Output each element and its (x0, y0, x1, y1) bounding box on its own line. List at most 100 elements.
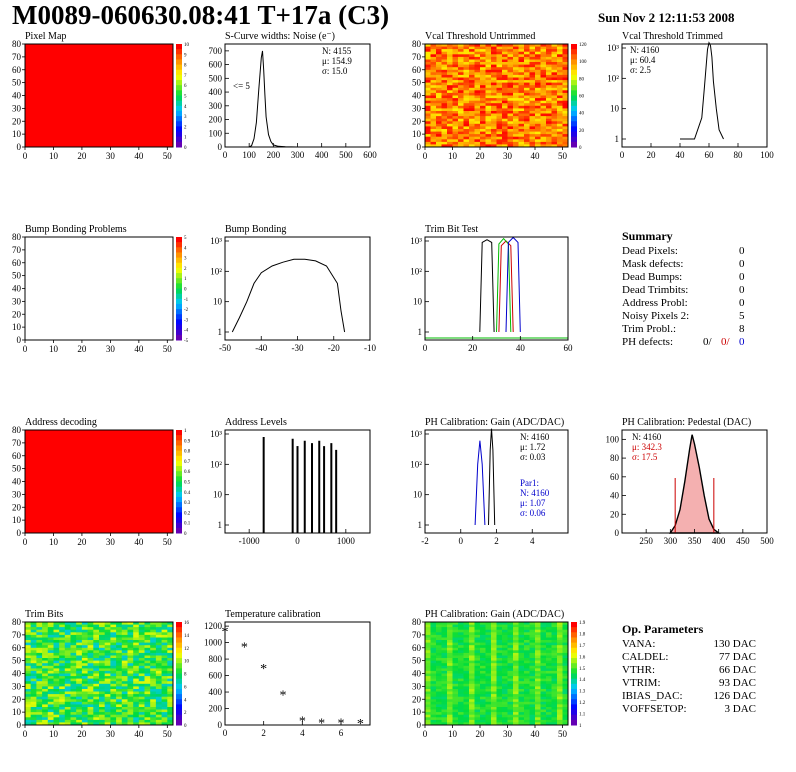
heatmap-cell (99, 650, 106, 654)
colorbar-segment (176, 652, 182, 659)
heatmap-cell (557, 655, 563, 659)
heatmap-cell (480, 660, 486, 664)
heatmap-cell (540, 72, 547, 76)
heatmap-cell (546, 647, 552, 651)
heatmap-cell (463, 622, 470, 625)
heatmap-cell (30, 658, 37, 661)
y-tick-label: 10² (410, 266, 422, 276)
heatmap-cell (452, 80, 459, 84)
heatmap-cell (518, 64, 525, 68)
heatmap-cell (458, 701, 464, 705)
heatmap-cell (25, 678, 32, 682)
heatmap-cell (557, 92, 563, 96)
heatmap-cell (436, 722, 442, 726)
heatmap-cell (436, 678, 442, 682)
heatmap-cell (507, 681, 514, 685)
heatmap-cell (430, 691, 437, 695)
heatmap-cell (42, 647, 49, 651)
heatmap-cell (518, 141, 525, 145)
heatmap-cell (496, 696, 503, 700)
summary-value: 0 (739, 245, 745, 257)
heatmap-cell (447, 64, 453, 68)
heatmap-cell (436, 69, 442, 73)
heatmap-cell (551, 100, 558, 104)
heatmap-cell (30, 712, 37, 716)
heatmap-cell (524, 134, 530, 138)
heatmap-cell (529, 54, 536, 58)
heatmap-cell (116, 660, 123, 664)
heatmap-cell (81, 650, 88, 654)
heatmap-cell (425, 704, 431, 708)
series-line (488, 428, 496, 526)
heatmap-cell (47, 634, 54, 638)
series-line (474, 440, 486, 526)
heatmap-cell (463, 129, 470, 132)
heatmap-cell (144, 714, 151, 718)
heatmap-cell (93, 629, 100, 633)
heatmap-cell (127, 717, 134, 721)
heatmap-cell (81, 655, 88, 659)
heatmap-cell (469, 645, 475, 649)
heatmap-cell (104, 629, 111, 633)
heatmap-cell (81, 665, 88, 669)
heatmap-cell (507, 108, 514, 112)
heatmap-cell (485, 629, 492, 633)
x-tick-label: 30 (503, 151, 513, 161)
heatmap-cell (480, 87, 486, 91)
heatmap-cell (53, 673, 60, 677)
heatmap-cell (529, 98, 536, 102)
heatmap-cell (436, 632, 442, 636)
heatmap-cell (447, 77, 453, 81)
heatmap-cell (458, 691, 464, 695)
heatmap-cell (93, 686, 100, 690)
y-tick-label: 10³ (607, 43, 619, 53)
heatmap-cell (485, 683, 492, 687)
heatmap-cell (430, 95, 437, 99)
heatmap-cell (436, 113, 442, 117)
heatmap-cell (491, 652, 497, 656)
ph-defects-label: PH defects: (622, 336, 674, 348)
heatmap-cell (502, 658, 508, 661)
heatmap-cell (524, 82, 530, 86)
colorbar-segment (176, 141, 182, 148)
heatmap-cell (121, 696, 128, 700)
series-line (680, 41, 724, 140)
heatmap-cell (441, 85, 448, 89)
heatmap-cell (42, 629, 49, 633)
heatmap-cell (447, 714, 453, 718)
heatmap-cell (535, 98, 541, 102)
heatmap-cell (469, 116, 475, 120)
heatmap-cell (502, 686, 508, 690)
heatmap-cell (557, 681, 563, 685)
heatmap-cell (441, 634, 448, 638)
colorbar-segment (571, 704, 577, 711)
y-tick-label: 10² (210, 459, 222, 469)
heatmap-cell (447, 62, 453, 65)
heatmap-cell (441, 663, 448, 667)
heatmap-cell (540, 54, 547, 58)
heatmap-cell (524, 92, 530, 96)
heatmap-cell (87, 642, 94, 646)
y-tick-label: 10 (412, 707, 422, 717)
heatmap-cell (110, 683, 117, 687)
colorbar-segment (571, 642, 577, 649)
heatmap-cell (93, 663, 100, 667)
heatmap-cell (474, 627, 481, 631)
heatmap-cell (452, 678, 459, 682)
heatmap-cell (540, 59, 547, 63)
heatmap-cell (127, 663, 134, 667)
y-tick-label: 60 (12, 643, 22, 653)
heatmap-cell (441, 87, 448, 91)
heatmap-cell (436, 72, 442, 76)
heatmap-cell (507, 131, 514, 135)
heatmap-cell (436, 709, 442, 713)
heatmap-cell (502, 44, 508, 47)
heatmap-cell (436, 54, 442, 58)
heatmap-cell (491, 634, 497, 638)
heatmap-cell (535, 670, 541, 674)
heatmap-cell (518, 121, 525, 125)
heatmap-cell (491, 696, 497, 700)
heatmap-cell (557, 139, 563, 143)
heatmap-cell (447, 696, 453, 700)
op-param-label: VANA: (622, 638, 656, 650)
